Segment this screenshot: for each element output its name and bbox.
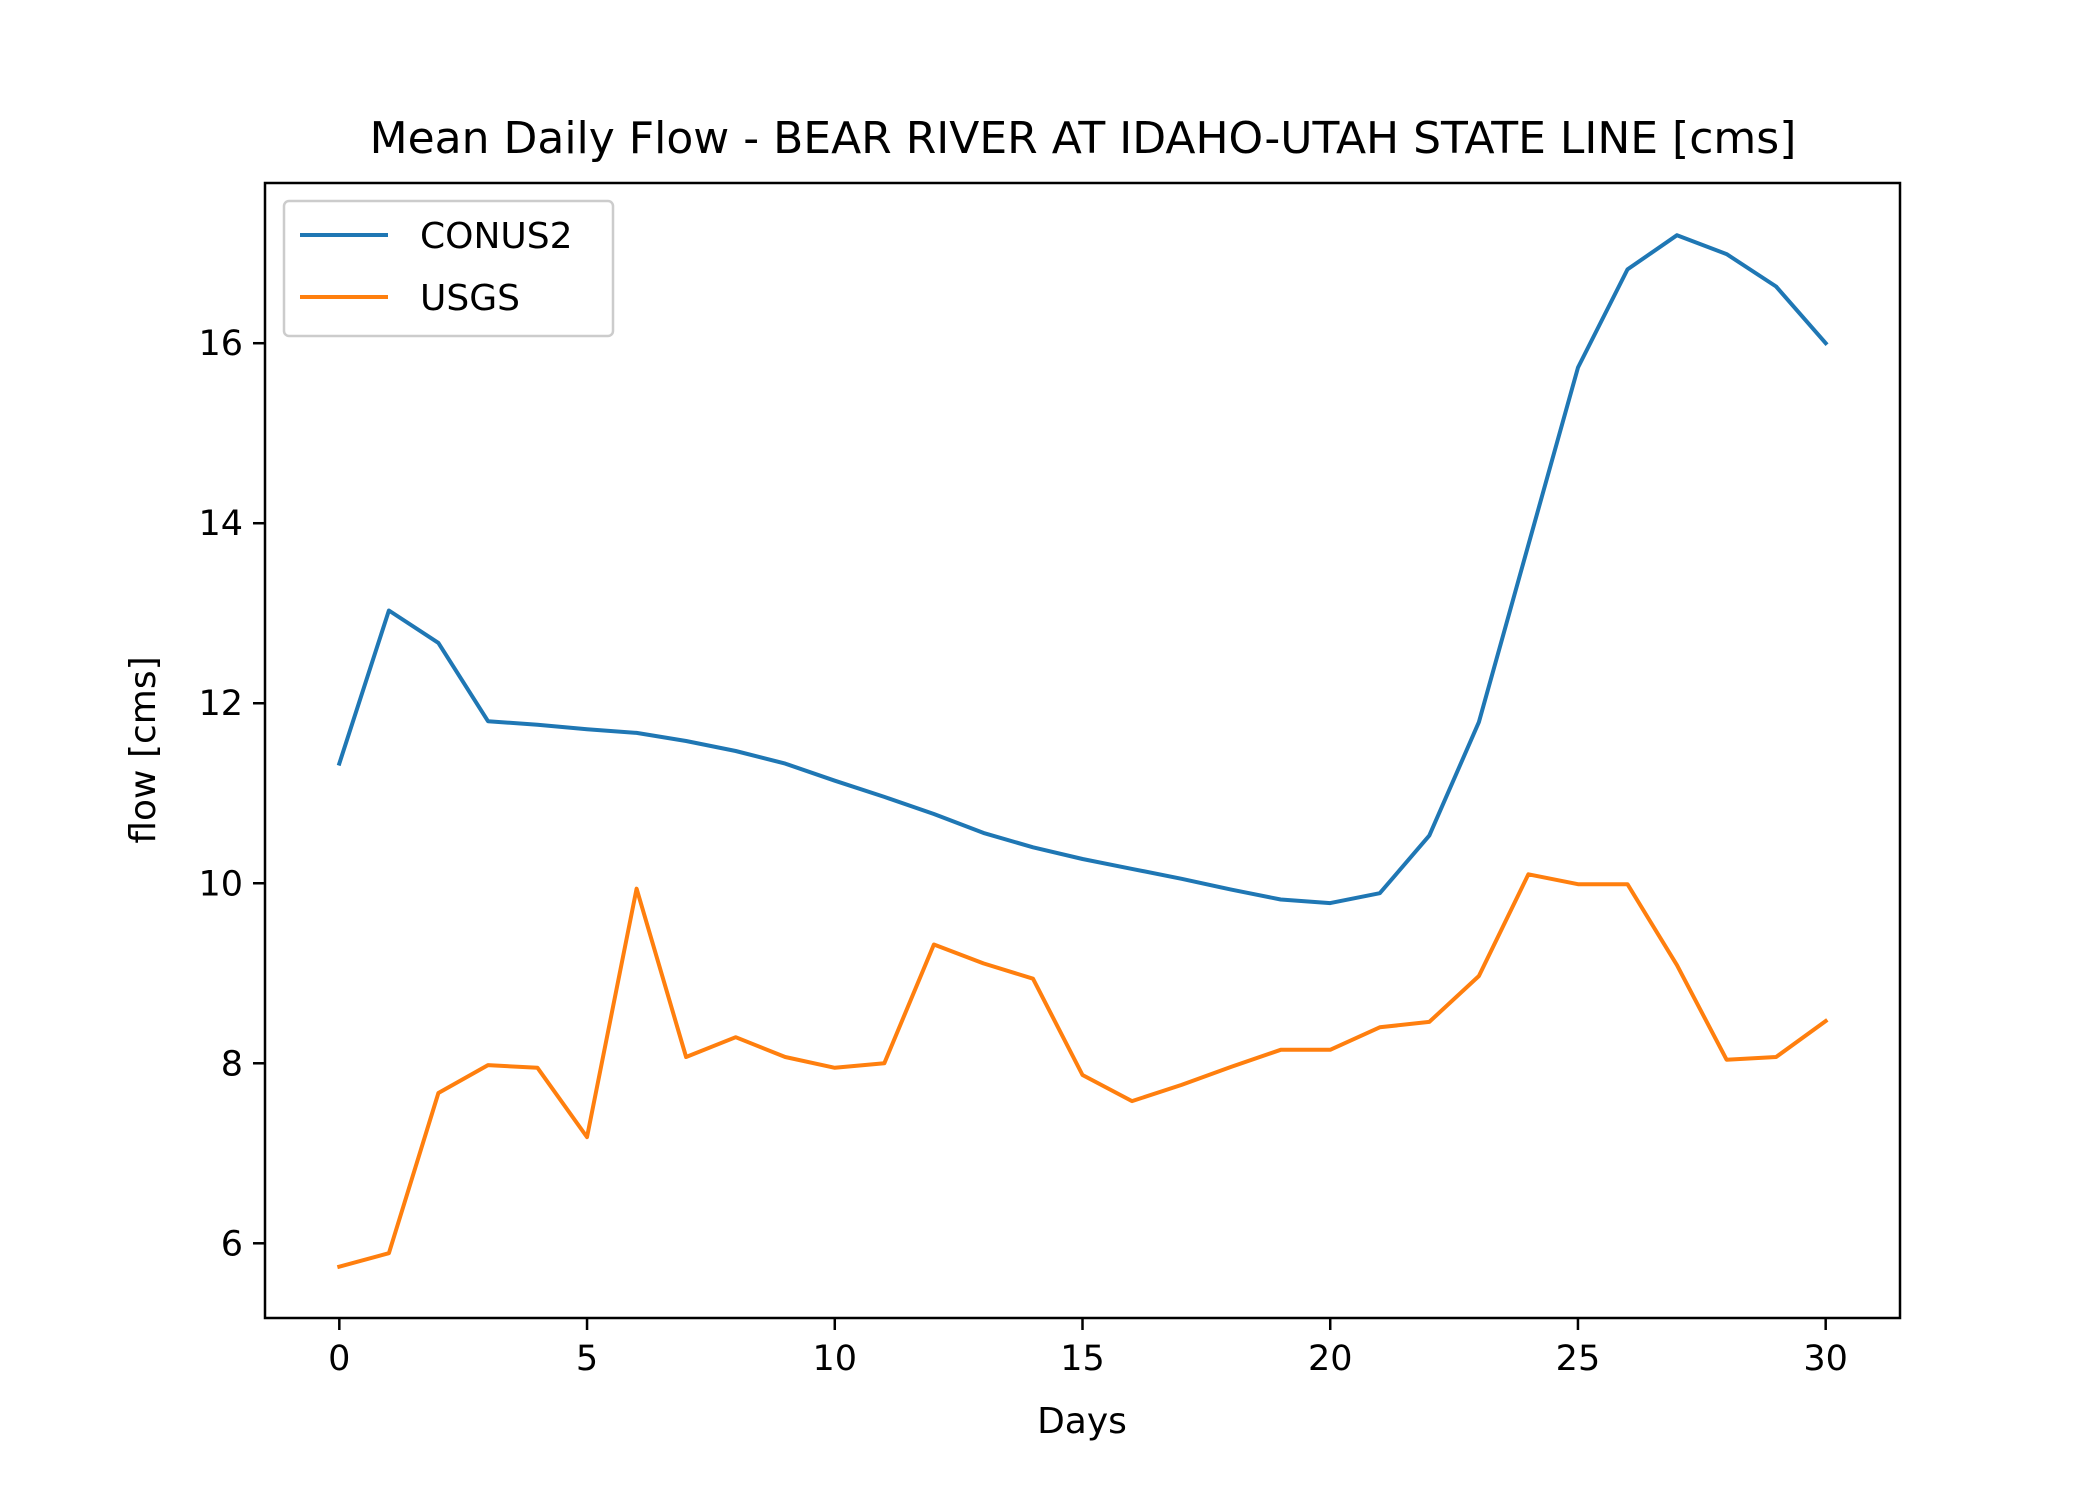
x-tick-label: 30: [1803, 1339, 1848, 1379]
legend-label-usgs: USGS: [420, 278, 520, 319]
y-axis-label: flow [cms]: [123, 656, 164, 843]
y-tick-label: 8: [221, 1044, 243, 1084]
x-tick-label: 5: [576, 1339, 598, 1379]
plot-lines: [336, 233, 1829, 1270]
y-axis-ticks: 6 8 10 12 14 16: [198, 324, 265, 1264]
y-tick-label: 6: [221, 1224, 243, 1264]
x-tick-label: 0: [328, 1339, 350, 1379]
chart-title: Mean Daily Flow - BEAR RIVER AT IDAHO-UT…: [370, 113, 1797, 164]
y-tick-label: 12: [198, 684, 243, 724]
plot-frame: [263, 181, 1902, 1320]
y-tick-label: 10: [198, 864, 243, 904]
series-line-usgs: [336, 872, 1829, 1270]
x-axis-ticks: 0 5 10 15 20 25 30: [328, 1318, 1848, 1379]
x-axis-label: Days: [1037, 1401, 1127, 1442]
x-tick-label: 25: [1556, 1339, 1601, 1379]
legend-label-conus2: CONUS2: [420, 216, 573, 257]
y-tick-label: 14: [198, 504, 243, 544]
y-tick-label: 16: [198, 324, 243, 364]
legend: CONUS2 USGS: [282, 199, 615, 338]
x-tick-label: 10: [812, 1339, 857, 1379]
x-tick-label: 20: [1308, 1339, 1353, 1379]
series-line-conus2: [336, 233, 1829, 906]
x-tick-label: 15: [1060, 1339, 1105, 1379]
